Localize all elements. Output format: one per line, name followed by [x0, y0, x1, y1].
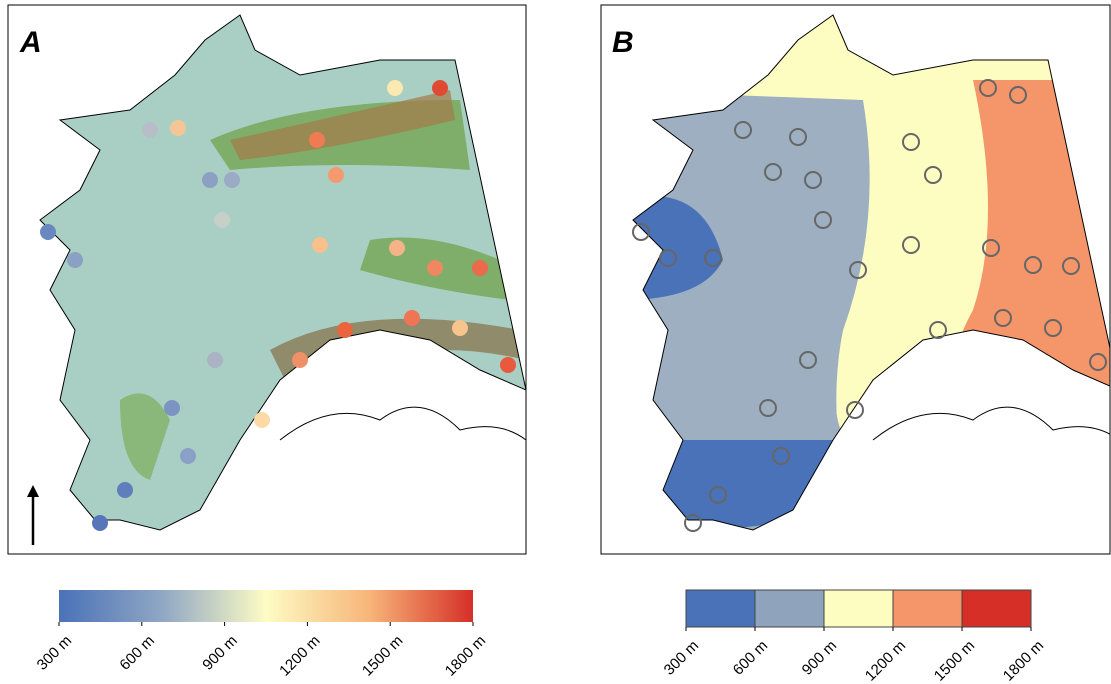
map-a [0, 0, 530, 560]
colorbar-tick-label: 900 m [799, 637, 841, 679]
colorbar-tick-label: 300 m [661, 637, 703, 679]
colorbar-class [755, 590, 824, 627]
colorbar-tick-label: 600 m [116, 632, 158, 674]
colorbar-tick-label: 300 m [34, 632, 76, 674]
map-b [593, 0, 1111, 560]
colorbar-tick-label: 1800 m [1000, 637, 1047, 684]
colorbar-tick-label: 1200 m [276, 632, 323, 679]
colorbar-tick-label: 600 m [730, 637, 772, 679]
colorbar-class [686, 590, 755, 627]
colorbar-class [962, 590, 1031, 627]
colorbar-tick-label: 1200 m [862, 637, 909, 684]
colorbar-tick-label: 900 m [199, 632, 241, 674]
colorbar-tick-label: 1500 m [931, 637, 978, 684]
colorbar-class [824, 590, 893, 627]
panel-label: B [612, 26, 634, 59]
colorbar-tick-label: 1500 m [359, 632, 406, 679]
panel-label: A [19, 26, 42, 59]
colorbar-class [893, 590, 962, 627]
figure: A 300 m 600 m 900 m 1200 m 1500 m 1800 m B 300 m… [0, 0, 1111, 684]
colorbar-tick-label: 1800 m [442, 632, 489, 679]
colorbar [59, 590, 473, 622]
